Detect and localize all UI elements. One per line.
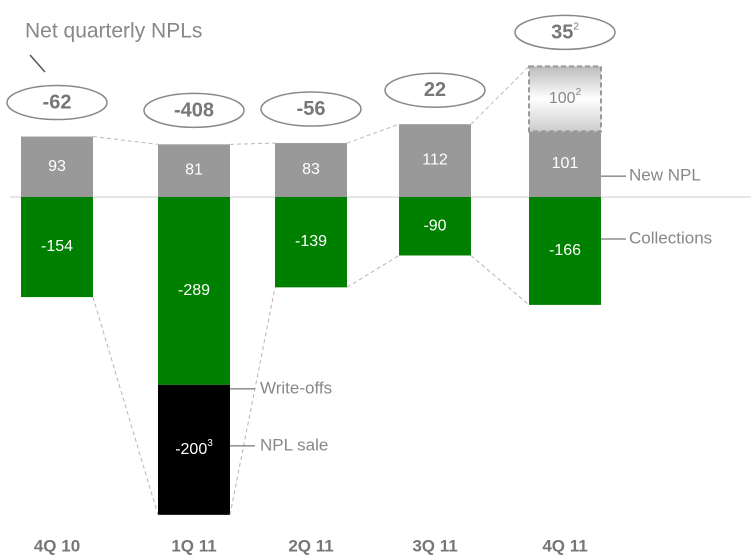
- net-text: 22: [424, 79, 446, 101]
- connector: [229, 287, 276, 515]
- connector: [92, 296, 159, 515]
- net-label: 22: [424, 79, 446, 101]
- x-tick-label: 4Q 10: [34, 536, 80, 555]
- x-tick-label: 4Q 11: [542, 536, 587, 555]
- net-text: 35: [551, 22, 573, 44]
- bar-segment: [21, 197, 93, 298]
- net-label: -408: [174, 100, 214, 122]
- connector: [346, 123, 400, 144]
- x-tick-label: 3Q 11: [412, 536, 457, 555]
- footnote: 2: [576, 86, 582, 97]
- footnote: 2: [573, 21, 579, 32]
- x-tick-label: 2Q 11: [288, 536, 333, 555]
- value-label: -166: [549, 242, 581, 259]
- bar-segment: [529, 131, 601, 197]
- series-label: New NPL: [629, 166, 701, 185]
- net-bubble: [143, 92, 245, 129]
- series-label: NPL sale: [260, 435, 328, 454]
- value-text: 81: [185, 162, 203, 179]
- value-label: -289: [178, 282, 210, 299]
- connector: [92, 136, 159, 145]
- value-text: -139: [295, 233, 327, 250]
- bar-segment: [158, 384, 230, 515]
- bar-segment: [399, 124, 471, 197]
- bar-segment: [275, 143, 347, 197]
- value-label: 83: [302, 161, 320, 178]
- net-bubble: [514, 14, 616, 51]
- net-text: -408: [174, 100, 214, 122]
- value-text: -90: [423, 217, 446, 234]
- value-text: -154: [41, 238, 73, 255]
- footnote: 3: [207, 437, 213, 448]
- value-text: 101: [552, 155, 579, 172]
- bar-segment: [529, 197, 601, 305]
- series-label: Collections: [629, 228, 712, 247]
- x-tick-label: 1Q 11: [171, 536, 216, 555]
- value-text: 93: [48, 158, 66, 175]
- bar-segment: [528, 65, 602, 133]
- connector: [229, 142, 276, 145]
- value-label: 93: [48, 158, 66, 175]
- value-label: -2003: [175, 437, 213, 458]
- value-label: -139: [295, 233, 327, 250]
- value-label: 1002: [549, 86, 582, 107]
- value-text: -166: [549, 242, 581, 259]
- connector: [470, 255, 530, 306]
- bar-segment: [21, 136, 93, 197]
- value-label: -90: [423, 217, 446, 234]
- value-text: 112: [422, 152, 448, 169]
- value-label: 101: [552, 155, 579, 172]
- net-label: 352: [551, 21, 579, 44]
- net-label: -62: [43, 92, 72, 114]
- bar-segment: [158, 197, 230, 385]
- net-label: -56: [297, 98, 326, 120]
- value-text: -200: [175, 441, 207, 458]
- annotation: Write-offs: [260, 378, 332, 397]
- value-label: 112: [422, 152, 448, 169]
- bar-segment: [158, 144, 230, 197]
- value-label: 81: [185, 162, 203, 179]
- value-text: 83: [302, 161, 320, 178]
- value-text: 100: [549, 90, 576, 107]
- net-text: -56: [297, 98, 326, 120]
- bar-segment: [275, 197, 347, 288]
- net-bubble: [260, 91, 362, 127]
- bar-segment: [399, 197, 471, 256]
- net-bubble: [6, 84, 108, 121]
- connector: [346, 255, 400, 288]
- net-text: -62: [43, 92, 72, 114]
- title-pointer: [29, 54, 46, 73]
- value-text: -289: [178, 282, 210, 299]
- value-label: -154: [41, 238, 73, 255]
- net-bubble: [384, 72, 486, 108]
- chart-title: Net quarterly NPLs: [25, 20, 202, 43]
